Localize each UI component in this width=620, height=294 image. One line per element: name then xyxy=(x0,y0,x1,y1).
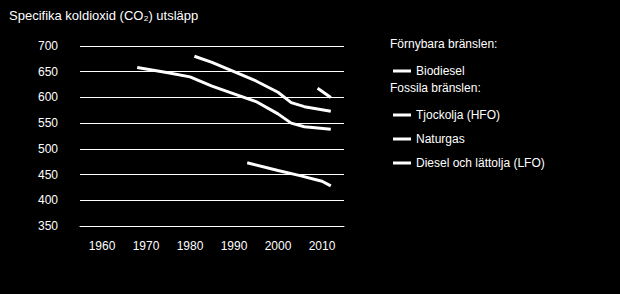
svg-text:1970: 1970 xyxy=(133,239,160,253)
svg-text:Specifika koldioxid (CO₂) utsl: Specifika koldioxid (CO₂) utsläpp xyxy=(9,8,198,23)
svg-text:700: 700 xyxy=(38,39,58,53)
svg-text:650: 650 xyxy=(38,65,58,79)
svg-text:Förnybara bränslen:: Förnybara bränslen: xyxy=(390,37,497,51)
svg-text:1960: 1960 xyxy=(89,239,116,253)
svg-text:Naturgas: Naturgas xyxy=(416,132,465,146)
svg-text:2000: 2000 xyxy=(265,239,292,253)
svg-text:2010: 2010 xyxy=(309,239,336,253)
svg-text:400: 400 xyxy=(38,193,58,207)
svg-text:600: 600 xyxy=(38,90,58,104)
svg-text:Diesel och lättolja (LFO): Diesel och lättolja (LFO) xyxy=(416,156,545,170)
svg-text:Tjockolja (HFO): Tjockolja (HFO) xyxy=(416,108,500,122)
svg-text:450: 450 xyxy=(38,168,58,182)
svg-text:Biodiesel: Biodiesel xyxy=(416,64,465,78)
svg-text:350: 350 xyxy=(38,219,58,233)
svg-text:Fossila bränslen:: Fossila bränslen: xyxy=(390,81,481,95)
svg-text:500: 500 xyxy=(38,142,58,156)
svg-text:550: 550 xyxy=(38,116,58,130)
svg-text:1990: 1990 xyxy=(221,239,248,253)
svg-text:1980: 1980 xyxy=(177,239,204,253)
